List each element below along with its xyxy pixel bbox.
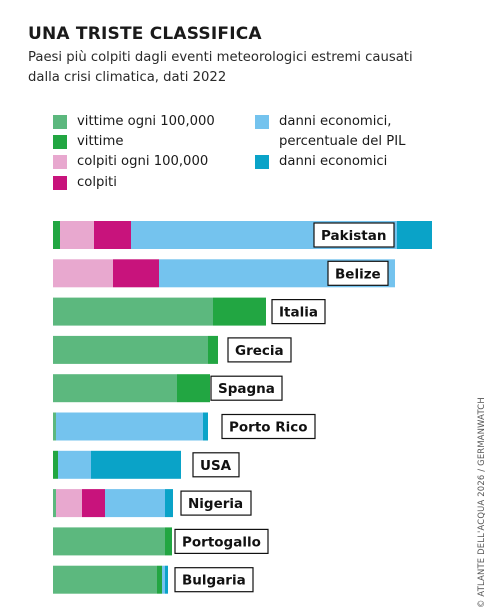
bar-segment-belize-colpiti (113, 259, 159, 288)
legend-label: danni economici (279, 154, 388, 169)
country-label-box (221, 413, 316, 440)
bar-segment-spagna-vittime-ogni-100-000 (53, 374, 177, 403)
bar-segment-nigeria-danni-economici (165, 489, 173, 518)
country-label-pakistan: Pakistan (313, 222, 395, 248)
bar-segment-bulgaria-danni-economici-percentuale-del-pil (162, 565, 165, 594)
country-label-porto-rico: Porto Rico (221, 413, 316, 440)
bar-segment-italia-vittime-ogni-100-000 (53, 297, 213, 326)
bar-segment-porto-rico-danni-economici-percentuale-del-pil (56, 412, 203, 441)
country-label-usa: USA (192, 452, 240, 478)
country-label-italia: Italia (271, 299, 326, 325)
country-label-text: USA (200, 458, 232, 474)
bar-segment-portogallo-vittime-ogni-100-000 (53, 527, 165, 556)
country-label-box (313, 222, 395, 248)
source-credit: © ATLANTE DELL'ACQUA 2026 / GERMANWATCH (476, 397, 486, 608)
country-label-text: Portogallo (182, 534, 261, 550)
bar-segment-bulgaria-danni-economici (165, 565, 168, 594)
country-label-box (227, 337, 292, 363)
legend-label-line1: danni economici, (279, 114, 392, 129)
country-label-box (271, 299, 326, 325)
bar-segment-pakistan-danni-economici (397, 221, 432, 249)
bar-segment-nigeria-colpiti-ogni-100-000 (56, 489, 82, 518)
chart-subtitle-line2: dalla crisi climatica, dati 2022 (28, 70, 227, 85)
country-label-text: Italia (279, 305, 318, 321)
country-label-box (180, 490, 252, 516)
bar-segment-spagna-vittime (177, 374, 210, 403)
country-label-text: Belize (335, 266, 381, 282)
bar-segment-usa-danni-economici-percentuale-del-pil (58, 450, 91, 479)
bar-segment-pakistan-vittime (53, 221, 60, 249)
legend-swatch (255, 115, 269, 129)
bar-segment-usa-danni-economici (91, 450, 181, 479)
bar-segment-nigeria-danni-economici-percentuale-del-pil (105, 489, 165, 518)
bar-segment-pakistan-colpiti (94, 221, 131, 249)
legend-label: vittime ogni 100,000 (77, 114, 215, 129)
country-label-text: Porto Rico (229, 420, 308, 436)
legend-label: colpiti ogni 100,000 (77, 154, 209, 169)
country-label-bulgaria: Bulgaria (174, 567, 254, 593)
chart-subtitle-line1: Paesi più colpiti dagli eventi meteorolo… (28, 50, 413, 65)
country-label-belize: Belize (327, 260, 389, 286)
bar-segment-usa-vittime (53, 450, 58, 479)
country-label-text: Grecia (235, 343, 284, 359)
country-label-portogallo: Portogallo (174, 528, 269, 555)
country-label-spagna: Spagna (210, 375, 283, 401)
legend-swatch (255, 155, 269, 169)
country-label-text: Nigeria (188, 496, 243, 512)
bar-segment-grecia-vittime (208, 335, 218, 364)
chart-title: UNA TRISTE CLASSIFICA (28, 24, 262, 44)
country-label-box (174, 567, 254, 593)
bar-segment-italia-vittime (213, 297, 266, 326)
legend-swatch (53, 155, 67, 169)
legend-swatch (53, 135, 67, 149)
country-label-text: Spagna (218, 381, 275, 397)
country-label-box (192, 452, 240, 478)
country-label-box (327, 260, 389, 286)
bar-segment-porto-rico-danni-economici (203, 412, 208, 441)
legend-label: colpiti (77, 175, 117, 190)
legend-swatch (53, 176, 67, 190)
bar-segment-bulgaria-vittime (157, 565, 162, 594)
bar-segment-nigeria-colpiti (82, 489, 105, 518)
legend-swatch (53, 115, 67, 129)
legend-label: vittime (77, 134, 124, 149)
bar-segment-nigeria-vittime-ogni-100-000 (53, 489, 56, 518)
legend-label-line2: percentuale del PIL (279, 134, 406, 149)
bar-segment-pakistan-colpiti-ogni-100-000 (60, 221, 94, 249)
bar-segment-bulgaria-vittime-ogni-100-000 (53, 565, 157, 594)
country-label-text: Bulgaria (182, 573, 246, 589)
country-label-nigeria: Nigeria (180, 490, 252, 516)
bar-segment-grecia-vittime-ogni-100-000 (53, 335, 208, 364)
bar-segment-portogallo-vittime (165, 527, 172, 556)
bar-segment-porto-rico-vittime-ogni-100-000 (53, 412, 56, 441)
country-label-box (174, 528, 269, 555)
country-label-grecia: Grecia (227, 337, 292, 363)
country-label-text: Pakistan (321, 228, 386, 244)
country-label-box (210, 375, 283, 401)
bar-segment-belize-colpiti-ogni-100-000 (53, 259, 113, 288)
